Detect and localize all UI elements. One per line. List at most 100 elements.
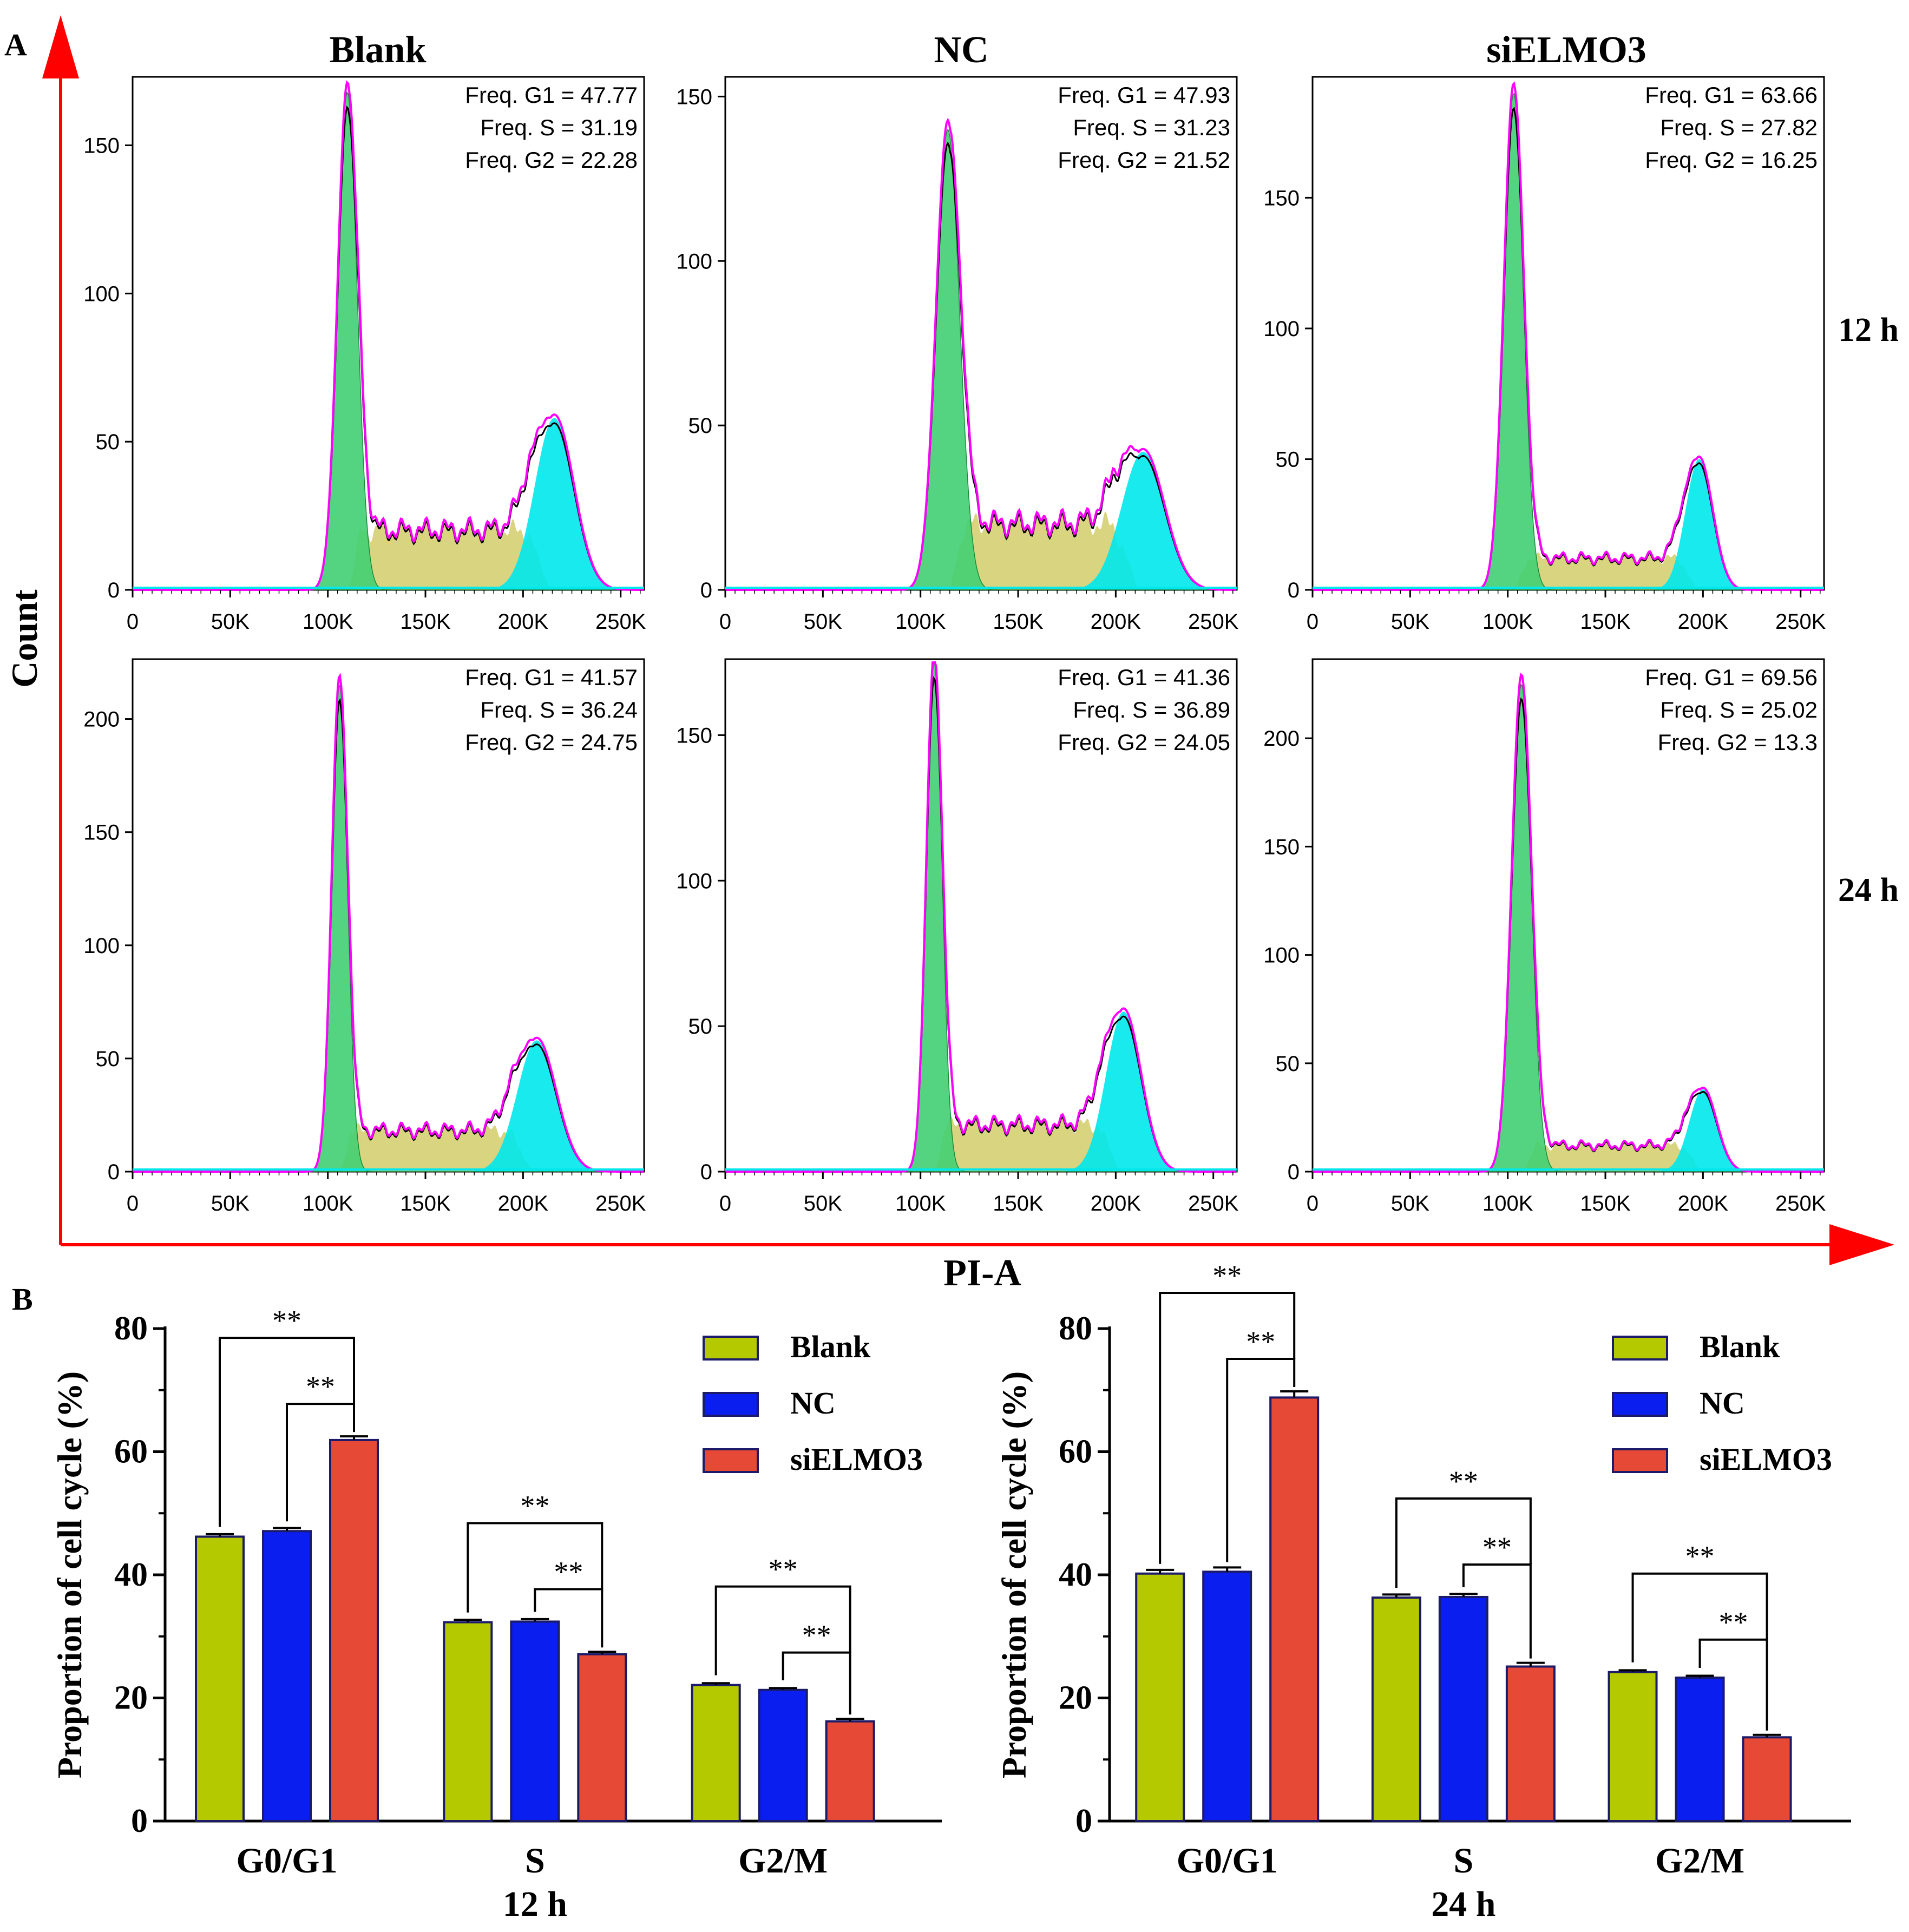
panel-label-b: B [12, 1282, 33, 1317]
legend-swatch [703, 1392, 759, 1417]
frequency-stat-label: Freq. S = 36.24 [480, 697, 638, 722]
frequency-stat-label: Freq. G1 = 63.66 [1645, 82, 1818, 108]
x-tick-label: 250K [595, 610, 646, 634]
frequency-stat-label: Freq. G2 = 16.25 [1645, 147, 1818, 173]
bar-nc [758, 1688, 808, 1822]
y-tick-label: 200 [83, 708, 120, 732]
x-tick-label: 150K [1580, 1192, 1631, 1215]
y-tick-label: 150 [676, 724, 712, 747]
s-phase-area [1313, 1140, 1824, 1172]
frequency-stat-label: Freq. G1 = 41.36 [1058, 665, 1230, 690]
y-tick-label: 80 [114, 1310, 148, 1347]
x-tick-label: 100K [303, 1192, 353, 1215]
frequency-stat-label: Freq. S = 27.82 [1660, 115, 1818, 140]
legend-swatch [703, 1336, 759, 1361]
frequency-stat-label: Freq. G2 = 24.75 [465, 730, 638, 755]
bar-blank [691, 1684, 741, 1823]
significance-bracket-outer [714, 1585, 851, 1675]
significance-marker: ** [769, 1553, 798, 1586]
bar-nc [1202, 1570, 1252, 1822]
y-axis-title: Proportion of cell cycle (%) [995, 1371, 1033, 1778]
histogram-plot-4: 0 50K 100K 150K 200K 250K 0 50 100 150 Freq. G1 = … [676, 658, 1239, 1215]
y-tick-label: 0 [700, 579, 712, 602]
bar-sielmo3 [1742, 1736, 1792, 1823]
legend-label: siELMO3 [790, 1442, 923, 1477]
significance-marker: ** [802, 1619, 831, 1652]
y-tick-label: 60 [1059, 1434, 1092, 1470]
y-tick-label: 50 [1276, 1052, 1300, 1076]
g2-phase-area [1313, 1089, 1824, 1172]
bar-sielmo3 [577, 1653, 627, 1823]
legend-swatch [1612, 1336, 1668, 1361]
x-tick-label: 250K [1775, 610, 1826, 634]
frequency-stat-label: Freq. S = 31.19 [480, 115, 638, 140]
row-label-24h: 24 h [1838, 872, 1899, 909]
bar-blank [1371, 1596, 1421, 1822]
frequency-stat-label: Freq. G1 = 47.77 [465, 82, 638, 108]
legend-label: Blank [790, 1329, 871, 1364]
significance-marker: ** [1482, 1531, 1512, 1563]
significance-bracket-inner [286, 1403, 355, 1522]
bar-sielmo3 [825, 1720, 875, 1823]
frequency-stat-label: Freq. S = 25.02 [1660, 697, 1818, 722]
significance-marker: ** [1685, 1540, 1715, 1573]
y-tick-label: 40 [114, 1556, 148, 1593]
x-tick-label: 100K [303, 610, 353, 634]
histogram-frame [724, 658, 1238, 1173]
legend-swatch [1612, 1448, 1668, 1473]
significance-bracket-outer [1631, 1572, 1768, 1662]
x-tick-label: 100K [895, 610, 946, 634]
bar-blank [195, 1535, 245, 1823]
y-tick-label: 50 [96, 1047, 120, 1071]
histogram-plot-1: 0 50K 100K 150K 200K 250K 0 50 100 150 Freq. G1 = … [676, 76, 1239, 634]
y-tick-label: 80 [1059, 1310, 1092, 1347]
y-tick-label: 100 [83, 282, 120, 306]
panel-label-a: A [4, 27, 27, 62]
y-tick-label: 0 [1288, 1160, 1300, 1184]
bar-chart-0: 0 20 40 60 80 Proportion of cell cycle (%) G0/… [50, 1304, 942, 1924]
legend-label: Blank [1700, 1329, 1780, 1364]
model-fit-line [133, 80, 644, 591]
legend-swatch [703, 1448, 759, 1473]
bar-blank [1135, 1572, 1185, 1823]
histogram-frame [1311, 658, 1825, 1173]
flow-histogram-grid: 0 50K 100K 150K 200K 250K 0 50 100 150 Freq. G1 = … [83, 76, 1826, 1215]
significance-bracket-inner [782, 1651, 851, 1715]
frequency-stat-label: Freq. G1 = 47.93 [1058, 82, 1230, 108]
x-tick-label: 200K [1678, 1192, 1729, 1215]
flow-y-axis-title: Count [4, 589, 45, 688]
histogram-plot-0: 0 50K 100K 150K 200K 250K 0 50 100 150 Freq. G1 = … [83, 76, 646, 634]
significance-marker: ** [1719, 1606, 1748, 1639]
y-tick-label: 40 [1059, 1556, 1092, 1593]
category-label: S [1454, 1841, 1474, 1881]
significance-marker: ** [1212, 1259, 1242, 1292]
significance-bracket-outer [219, 1337, 355, 1527]
significance-bracket-inner [1698, 1638, 1768, 1731]
legend-label: NC [1700, 1385, 1745, 1421]
y-tick-label: 150 [676, 85, 712, 109]
x-axis-title: 12 h [503, 1884, 567, 1924]
x-tick-label: 50K [1391, 610, 1429, 634]
histogram-plot-3: 0 50K 100K 150K 200K 250K 0 50 100 150 200 Freq. G1… [83, 658, 646, 1215]
column-title-sielmo3: siELMO3 [1486, 29, 1646, 71]
model-fit-line [725, 661, 1236, 1173]
y-tick-label: 100 [83, 934, 120, 958]
x-tick-label: 0 [719, 610, 731, 634]
y-tick-label: 0 [108, 1160, 120, 1184]
legend-swatch [1612, 1392, 1668, 1417]
x-tick-label: 50K [804, 610, 842, 634]
bar-sielmo3 [1505, 1665, 1556, 1823]
significance-bracket-inner [1226, 1358, 1296, 1562]
significance-bracket-outer [1159, 1292, 1296, 1564]
significance-marker: ** [1449, 1465, 1478, 1497]
significance-marker: ** [554, 1555, 583, 1588]
model-fit-line [725, 117, 1236, 591]
frequency-stat-label: Freq. G2 = 13.3 [1658, 730, 1818, 755]
bar-chart-1: 0 20 40 60 80 Proportion of cell cycle (%) G0/… [995, 1259, 1851, 1924]
frequency-stat-label: Freq. G1 = 69.56 [1645, 665, 1818, 690]
bar-nc [510, 1620, 560, 1822]
histogram-plot-5: 0 50K 100K 150K 200K 250K 0 50 100 150 200 Freq. G1… [1263, 658, 1826, 1215]
significance-bracket-outer [467, 1522, 603, 1613]
flow-x-axis-title: PI-A [943, 1252, 1021, 1294]
x-tick-label: 150K [400, 1192, 451, 1215]
